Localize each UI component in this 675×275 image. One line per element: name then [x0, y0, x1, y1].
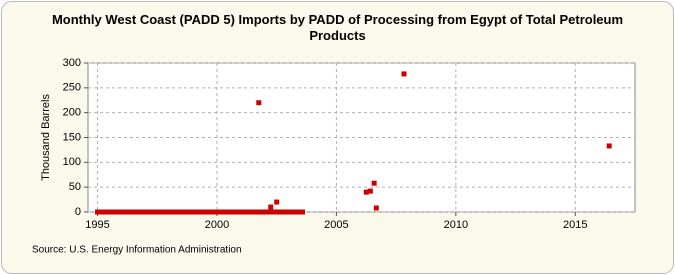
source: Source: U.S. Energy Information Administ… [32, 245, 242, 256]
x-tick-label: 2000 [205, 219, 229, 231]
point [272, 209, 278, 215]
x-tick-label: 2010 [444, 219, 468, 231]
point [300, 209, 306, 215]
point [373, 205, 379, 211]
point [254, 209, 260, 215]
point [367, 188, 373, 194]
x-tick-label: 1995 [85, 219, 109, 231]
point [274, 199, 280, 205]
y-tick-label: 150 [63, 131, 81, 143]
chart-title: Monthly West Coast (PADD 5) Imports by P… [51, 12, 624, 43]
point [266, 209, 272, 215]
y-tick-label: 0 [75, 206, 81, 218]
point [371, 180, 377, 186]
y-tick-label: 300 [63, 57, 81, 69]
x-tick-label: 2015 [563, 219, 587, 231]
point [256, 100, 262, 106]
y-tick-label: 100 [63, 156, 81, 168]
y-tick-label: 50 [69, 181, 81, 193]
x-tick-label: 2005 [324, 219, 348, 231]
point [401, 71, 407, 77]
point [363, 189, 369, 195]
point [268, 204, 274, 210]
y-tick-label: 250 [63, 82, 81, 94]
y-axis-label: Thousand Barrels [40, 94, 52, 181]
y-tick-label: 200 [63, 107, 81, 119]
point [606, 143, 612, 149]
